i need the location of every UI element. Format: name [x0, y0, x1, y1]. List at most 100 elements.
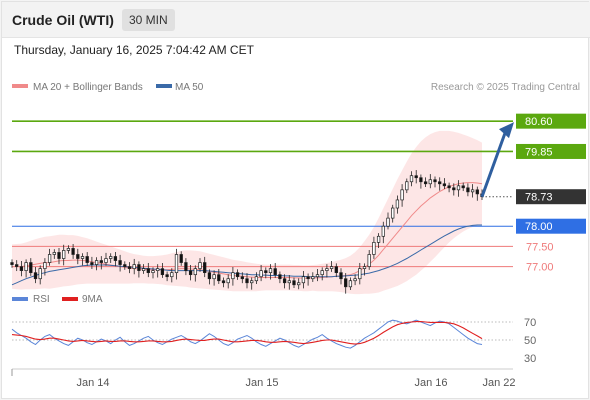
legend-ma50: MA 50 [175, 82, 204, 93]
candle [85, 256, 89, 263]
candle [235, 272, 240, 278]
candle [90, 262, 94, 265]
candle [475, 189, 479, 195]
candle [400, 189, 404, 201]
chart-header: Crude Oil (WTI) 30 MIN [2, 2, 590, 38]
candle [47, 254, 52, 263]
candle [353, 278, 357, 282]
candle [127, 266, 132, 269]
candle [358, 268, 362, 280]
candle [104, 258, 108, 263]
candle [306, 276, 310, 280]
candle [409, 175, 414, 183]
candle [99, 260, 103, 263]
candle [433, 179, 437, 183]
level-label-79-85: 79.85 [525, 146, 553, 158]
timeframe-badge[interactable]: 30 MIN [122, 9, 175, 31]
candle [315, 274, 320, 278]
candle [71, 248, 75, 255]
candle [29, 262, 33, 274]
candle [344, 278, 348, 288]
candle [80, 256, 85, 259]
candle [297, 282, 301, 286]
candle [470, 189, 475, 193]
candle [339, 272, 343, 280]
candle [231, 272, 235, 280]
candle [329, 266, 334, 269]
candle [113, 256, 118, 261]
level-label-77-50: 77.50 [526, 241, 554, 253]
candle [423, 181, 428, 185]
rsi-tick-70: 70 [524, 317, 536, 329]
candle [179, 254, 183, 263]
candle [428, 179, 432, 185]
candle [170, 272, 174, 278]
candle [174, 254, 179, 274]
candle [301, 276, 306, 284]
level-label-78-00: 78.00 [525, 221, 553, 233]
candle [240, 276, 244, 280]
bollinger-band [12, 130, 482, 295]
level-tag-78-00 [516, 218, 586, 234]
level-tag-79-85 [516, 143, 586, 159]
candle [259, 270, 263, 278]
rsi-legend-swatch [12, 297, 28, 301]
candle [193, 268, 197, 276]
candle [226, 278, 230, 284]
candle [362, 266, 367, 269]
candle [386, 217, 390, 227]
candle [151, 270, 155, 274]
candle [146, 268, 150, 274]
candle [57, 252, 61, 259]
candle [165, 274, 169, 278]
rsi-legend-label: RSI [33, 294, 50, 305]
candle [419, 177, 423, 183]
rsi-line [11, 319, 483, 349]
candle [33, 272, 38, 280]
candle [43, 262, 47, 269]
candle [461, 185, 465, 189]
candle [456, 185, 461, 191]
candle [132, 264, 136, 269]
candle [160, 268, 165, 276]
level-label-80-60: 80.60 [525, 116, 553, 128]
candle [405, 181, 409, 191]
candle [221, 280, 226, 284]
candle [118, 260, 122, 265]
candle [334, 266, 338, 274]
candle [52, 252, 56, 255]
x-tick-label: Jan 16 [414, 377, 447, 389]
candle [188, 270, 193, 276]
candle [94, 260, 99, 265]
rsi-ma-line [11, 321, 483, 345]
candle [109, 256, 113, 259]
candle [264, 270, 268, 274]
candle [442, 183, 447, 187]
candle [466, 187, 470, 193]
candle [245, 278, 249, 284]
rsi-tick-30: 30 [524, 353, 536, 365]
candle [414, 175, 418, 179]
x-tick-label: Jan 15 [245, 377, 278, 389]
rsi-tick-50: 50 [524, 335, 536, 347]
candle [381, 225, 385, 237]
candle [287, 280, 291, 284]
candle [376, 235, 381, 243]
candle [141, 268, 146, 271]
candle [452, 187, 456, 191]
projection-arrow [480, 132, 507, 198]
candle [207, 272, 212, 280]
candle [250, 280, 254, 284]
candle [203, 262, 207, 274]
candle [38, 268, 42, 280]
x-tick-label: Jan 14 [76, 377, 109, 389]
candle [367, 254, 371, 267]
candle [15, 264, 19, 267]
legend-swatch-ma20 [12, 84, 28, 88]
candle [137, 264, 141, 271]
candle [278, 274, 282, 280]
candle [391, 207, 395, 219]
level-tag-78-73 [516, 189, 586, 205]
